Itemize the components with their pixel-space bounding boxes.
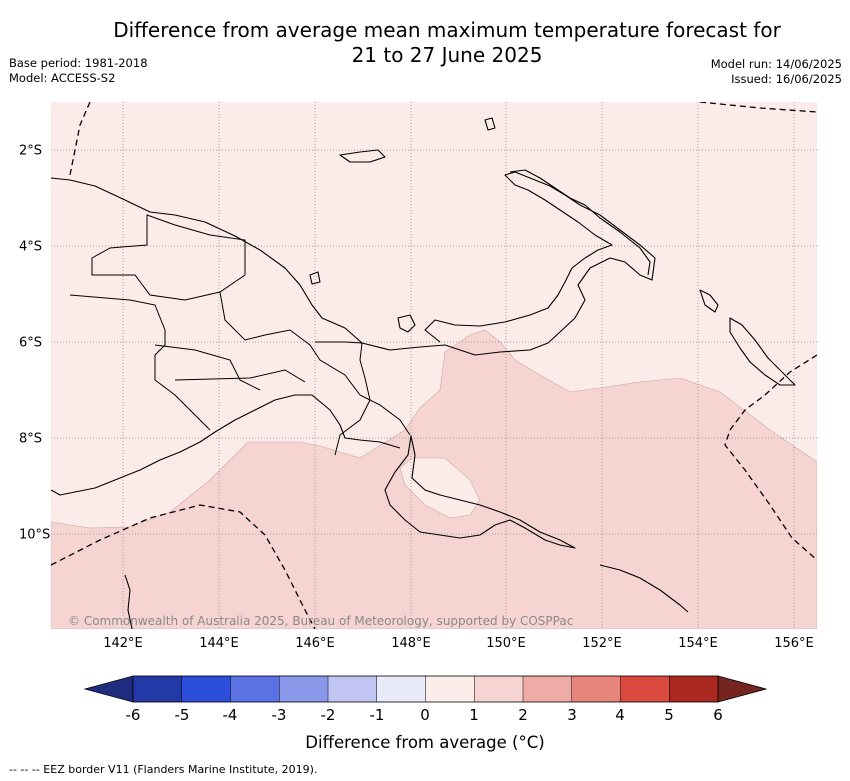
colorbar-label: -5 [174,706,190,724]
anomaly-0-1-island-patch [399,457,481,519]
colorbar-segment [328,676,378,702]
colorbar-label: 6 [713,706,723,724]
bougainville-coast [699,289,719,313]
colorbar-label: -1 [369,706,385,724]
colorbar-label: 2 [518,706,528,724]
lon-tick: 156°E [774,636,814,651]
colorbar-segment [669,676,719,702]
colorbar-label: 5 [664,706,674,724]
colorbar-frame [132,675,719,703]
colorbar-label: -3 [271,706,287,724]
colorbar-segment [279,676,329,702]
colorbar-segments [133,676,719,702]
colorbar-label: -4 [222,706,238,724]
meta-left: Base period: 1981-2018 Model: ACCESS-S2 [9,56,148,86]
model-run: Model run: 14/06/2025 [710,57,842,71]
new-ireland-coast [729,317,796,386]
meta-right: Model run: 14/06/2025 Issued: 16/06/2025 [711,57,842,87]
small-island-2 [397,314,416,333]
lat-tick: 6°S [19,335,43,351]
lon-tick: 148°E [391,636,431,651]
colorbar-label: -6 [125,706,141,724]
manus-coast [339,149,386,163]
colorbar-segment [571,676,621,702]
colorbar-segment [181,676,231,702]
coastlines [51,117,796,629]
issued-date: Issued: 16/06/2025 [731,72,842,86]
model-name: Model: ACCESS-S2 [9,71,116,85]
lon-tick: 154°E [678,636,718,651]
lat-tick: 4°S [19,239,43,255]
graticule [51,102,817,629]
colorbar-segment [133,676,183,702]
eez-footnote: -- -- -- EEZ border V11 (Flanders Marine… [9,763,318,776]
colorbar-segment [523,676,573,702]
colorbar-segment [474,676,524,702]
lon-tick: 146°E [295,636,335,651]
colorbar-label: -2 [320,706,336,724]
colorbar-over-arrow [717,675,768,703]
chart-title: Difference from average mean maximum tem… [0,18,850,68]
lon-tick: 144°E [199,636,239,651]
lon-tick: 142°E [103,636,143,651]
new-britain-coast [509,169,651,276]
colorbar-segment [425,676,475,702]
colorbar-under-arrow [83,675,134,703]
eez-borders [51,102,817,629]
lon-tick: 152°E [582,636,622,651]
title-line-2: 21 to 27 June 2025 [351,43,543,67]
colorbar-segment [376,676,426,702]
lat-tick: 8°S [19,431,43,447]
colorbar-segment [230,676,280,702]
south-coast [51,394,401,496]
colorbar-label: 0 [420,706,430,724]
colorbar-title: Difference from average (°C) [305,733,545,752]
new-guinea-coast [51,171,656,549]
lon-tick: 150°E [486,636,526,651]
province-borders [69,214,411,456]
copyright-notice: © Commonwealth of Australia 2025, Bureau… [68,614,574,628]
louisiade-islands [599,564,689,613]
colorbar-label: 4 [615,706,625,724]
colorbar-segment [620,676,670,702]
colorbar-label: 1 [469,706,479,724]
north-island [484,117,496,131]
lat-tick: 2°S [19,143,43,159]
base-period: Base period: 1981-2018 [9,56,148,70]
lat-tick: 10°S [19,527,51,543]
colorbar-label: 3 [567,706,577,724]
cape-york [124,574,133,629]
small-island-1 [309,271,321,285]
title-line-1: Difference from average mean maximum tem… [113,18,781,42]
